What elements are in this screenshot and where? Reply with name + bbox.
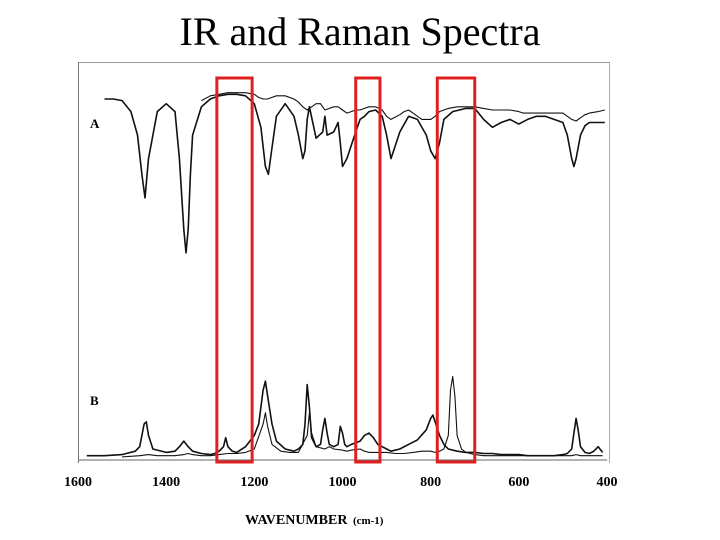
panel-a-spectrum-2 bbox=[201, 92, 605, 122]
panel-b-spectrum-1 bbox=[86, 380, 604, 457]
x-axis-title-text: WAVENUMBER bbox=[245, 513, 348, 528]
highlight-boxes bbox=[215, 76, 477, 464]
x-tick-label-600: 600 bbox=[508, 475, 529, 490]
x-tick-label-1400: 1400 bbox=[152, 475, 180, 490]
x-axis-unit: (cm-1) bbox=[353, 515, 384, 527]
panel-label-b: B bbox=[90, 393, 99, 408]
x-tick-label-1600: 1600 bbox=[64, 475, 92, 490]
slide-title: IR and Raman Spectra bbox=[179, 9, 541, 54]
panel-a-spectrum-1 bbox=[104, 93, 605, 254]
x-tick-label-800: 800 bbox=[420, 475, 441, 490]
highlight-box-3 bbox=[435, 76, 477, 464]
highlight-box-2 bbox=[354, 76, 382, 464]
plot-area bbox=[78, 92, 607, 461]
highlight-box-1 bbox=[215, 76, 254, 464]
x-tick-label-400: 400 bbox=[597, 475, 618, 490]
x-tick-label-1000: 1000 bbox=[329, 475, 357, 490]
x-axis-title: WAVENUMBER (cm-1) bbox=[245, 513, 384, 528]
x-axis-ticks: 1600 1400 1200 1000 800 600 400 bbox=[64, 475, 618, 490]
panel-b-spectrum-2 bbox=[122, 376, 603, 458]
x-tick-label-1200: 1200 bbox=[240, 475, 268, 490]
panel-label-a: A bbox=[90, 116, 100, 131]
spectra-figure-frame bbox=[78, 62, 610, 463]
